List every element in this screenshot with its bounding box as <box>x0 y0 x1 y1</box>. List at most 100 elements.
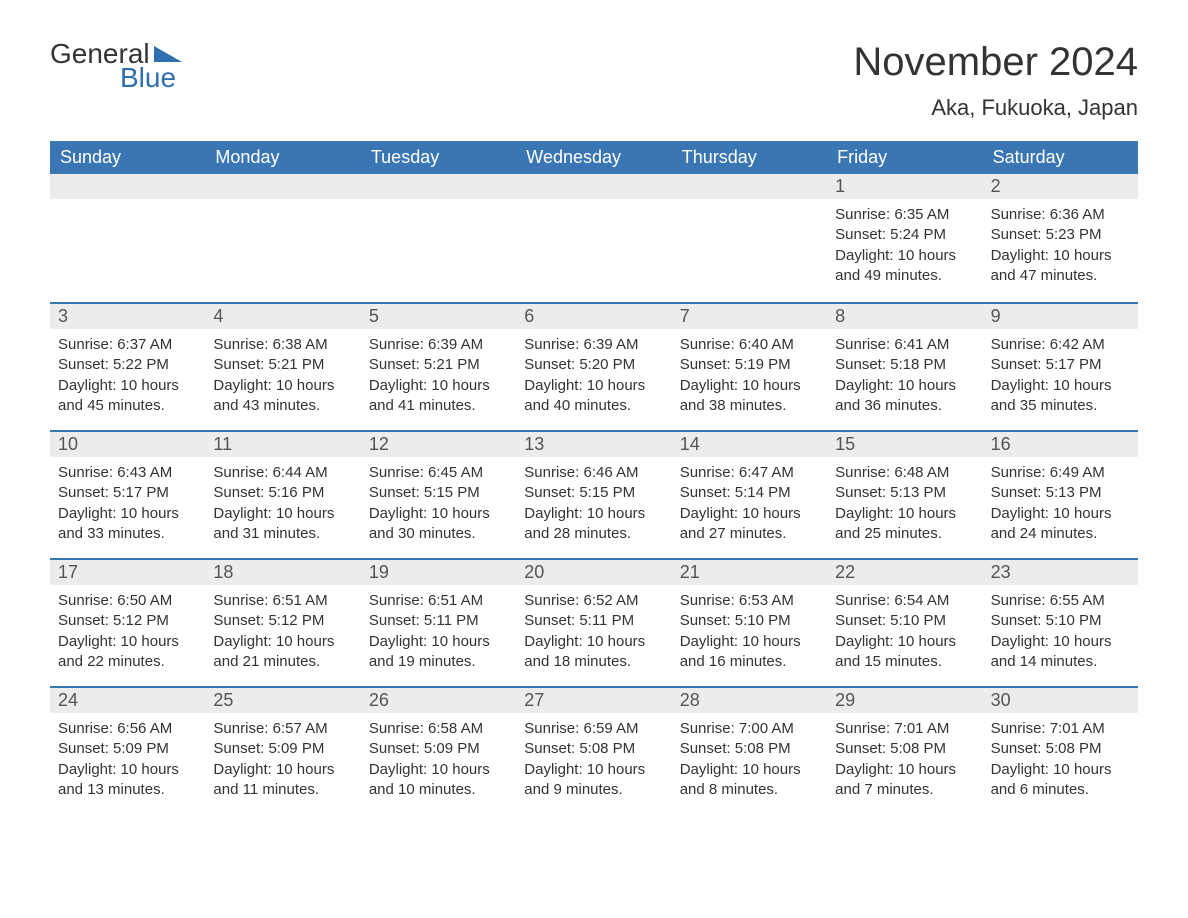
day-body: Sunrise: 6:39 AMSunset: 5:21 PMDaylight:… <box>361 329 516 426</box>
daylight-text: Daylight: 10 hours and 43 minutes. <box>213 376 352 417</box>
day-body: Sunrise: 7:01 AMSunset: 5:08 PMDaylight:… <box>827 713 982 810</box>
sunset-text: Sunset: 5:23 PM <box>991 225 1130 245</box>
week-row: 10Sunrise: 6:43 AMSunset: 5:17 PMDayligh… <box>50 430 1138 558</box>
day-cell <box>361 174 516 302</box>
sunset-text: Sunset: 5:08 PM <box>835 739 974 759</box>
sunrise-text: Sunrise: 6:48 AM <box>835 463 974 483</box>
daylight-text: Daylight: 10 hours and 35 minutes. <box>991 376 1130 417</box>
day-cell <box>50 174 205 302</box>
day-body: Sunrise: 6:54 AMSunset: 5:10 PMDaylight:… <box>827 585 982 682</box>
weekday-header: Saturday <box>983 141 1138 174</box>
day-number: 26 <box>361 688 516 713</box>
day-number <box>516 174 671 199</box>
daylight-text: Daylight: 10 hours and 47 minutes. <box>991 246 1130 287</box>
day-body: Sunrise: 6:43 AMSunset: 5:17 PMDaylight:… <box>50 457 205 554</box>
day-number: 5 <box>361 304 516 329</box>
sunrise-text: Sunrise: 6:37 AM <box>58 335 197 355</box>
day-body: Sunrise: 6:39 AMSunset: 5:20 PMDaylight:… <box>516 329 671 426</box>
day-cell <box>205 174 360 302</box>
sunset-text: Sunset: 5:18 PM <box>835 355 974 375</box>
day-cell: 10Sunrise: 6:43 AMSunset: 5:17 PMDayligh… <box>50 432 205 558</box>
day-body: Sunrise: 6:52 AMSunset: 5:11 PMDaylight:… <box>516 585 671 682</box>
sunset-text: Sunset: 5:22 PM <box>58 355 197 375</box>
daylight-text: Daylight: 10 hours and 25 minutes. <box>835 504 974 545</box>
day-number <box>672 174 827 199</box>
sunrise-text: Sunrise: 6:51 AM <box>213 591 352 611</box>
sunrise-text: Sunrise: 6:58 AM <box>369 719 508 739</box>
day-number: 15 <box>827 432 982 457</box>
day-number: 19 <box>361 560 516 585</box>
sunrise-text: Sunrise: 6:35 AM <box>835 205 974 225</box>
sunrise-text: Sunrise: 6:54 AM <box>835 591 974 611</box>
sunrise-text: Sunrise: 6:41 AM <box>835 335 974 355</box>
sunset-text: Sunset: 5:24 PM <box>835 225 974 245</box>
daylight-text: Daylight: 10 hours and 15 minutes. <box>835 632 974 673</box>
day-cell <box>672 174 827 302</box>
day-cell: 22Sunrise: 6:54 AMSunset: 5:10 PMDayligh… <box>827 560 982 686</box>
daylight-text: Daylight: 10 hours and 22 minutes. <box>58 632 197 673</box>
daylight-text: Daylight: 10 hours and 31 minutes. <box>213 504 352 545</box>
daylight-text: Daylight: 10 hours and 41 minutes. <box>369 376 508 417</box>
sunrise-text: Sunrise: 6:45 AM <box>369 463 508 483</box>
day-body: Sunrise: 6:40 AMSunset: 5:19 PMDaylight:… <box>672 329 827 426</box>
day-cell: 12Sunrise: 6:45 AMSunset: 5:15 PMDayligh… <box>361 432 516 558</box>
sunrise-text: Sunrise: 7:00 AM <box>680 719 819 739</box>
daylight-text: Daylight: 10 hours and 6 minutes. <box>991 760 1130 801</box>
sunrise-text: Sunrise: 6:44 AM <box>213 463 352 483</box>
day-number: 12 <box>361 432 516 457</box>
daylight-text: Daylight: 10 hours and 9 minutes. <box>524 760 663 801</box>
week-row: 24Sunrise: 6:56 AMSunset: 5:09 PMDayligh… <box>50 686 1138 814</box>
day-body: Sunrise: 6:53 AMSunset: 5:10 PMDaylight:… <box>672 585 827 682</box>
day-number: 27 <box>516 688 671 713</box>
sunset-text: Sunset: 5:21 PM <box>369 355 508 375</box>
day-cell: 27Sunrise: 6:59 AMSunset: 5:08 PMDayligh… <box>516 688 671 814</box>
daylight-text: Daylight: 10 hours and 36 minutes. <box>835 376 974 417</box>
sunrise-text: Sunrise: 6:53 AM <box>680 591 819 611</box>
day-body: Sunrise: 6:45 AMSunset: 5:15 PMDaylight:… <box>361 457 516 554</box>
sunset-text: Sunset: 5:08 PM <box>991 739 1130 759</box>
daylight-text: Daylight: 10 hours and 30 minutes. <box>369 504 508 545</box>
logo-triangle-icon <box>154 46 182 62</box>
daylight-text: Daylight: 10 hours and 18 minutes. <box>524 632 663 673</box>
day-body: Sunrise: 6:46 AMSunset: 5:15 PMDaylight:… <box>516 457 671 554</box>
sunset-text: Sunset: 5:15 PM <box>524 483 663 503</box>
sunrise-text: Sunrise: 6:36 AM <box>991 205 1130 225</box>
day-cell: 30Sunrise: 7:01 AMSunset: 5:08 PMDayligh… <box>983 688 1138 814</box>
sunrise-text: Sunrise: 6:59 AM <box>524 719 663 739</box>
daylight-text: Daylight: 10 hours and 14 minutes. <box>991 632 1130 673</box>
sunrise-text: Sunrise: 6:55 AM <box>991 591 1130 611</box>
day-number: 8 <box>827 304 982 329</box>
daylight-text: Daylight: 10 hours and 45 minutes. <box>58 376 197 417</box>
daylight-text: Daylight: 10 hours and 49 minutes. <box>835 246 974 287</box>
header: General Blue November 2024 Aka, Fukuoka,… <box>50 40 1138 121</box>
sunset-text: Sunset: 5:14 PM <box>680 483 819 503</box>
day-number: 6 <box>516 304 671 329</box>
sunset-text: Sunset: 5:10 PM <box>991 611 1130 631</box>
sunrise-text: Sunrise: 6:43 AM <box>58 463 197 483</box>
day-number: 25 <box>205 688 360 713</box>
day-body: Sunrise: 6:48 AMSunset: 5:13 PMDaylight:… <box>827 457 982 554</box>
daylight-text: Daylight: 10 hours and 21 minutes. <box>213 632 352 673</box>
day-cell: 23Sunrise: 6:55 AMSunset: 5:10 PMDayligh… <box>983 560 1138 686</box>
day-number: 16 <box>983 432 1138 457</box>
weekday-header: Tuesday <box>361 141 516 174</box>
sunrise-text: Sunrise: 6:52 AM <box>524 591 663 611</box>
sunset-text: Sunset: 5:15 PM <box>369 483 508 503</box>
day-cell: 28Sunrise: 7:00 AMSunset: 5:08 PMDayligh… <box>672 688 827 814</box>
sunset-text: Sunset: 5:08 PM <box>680 739 819 759</box>
day-body: Sunrise: 6:37 AMSunset: 5:22 PMDaylight:… <box>50 329 205 426</box>
week-row: 3Sunrise: 6:37 AMSunset: 5:22 PMDaylight… <box>50 302 1138 430</box>
day-number: 20 <box>516 560 671 585</box>
day-body: Sunrise: 6:51 AMSunset: 5:11 PMDaylight:… <box>361 585 516 682</box>
daylight-text: Daylight: 10 hours and 13 minutes. <box>58 760 197 801</box>
sunrise-text: Sunrise: 6:46 AM <box>524 463 663 483</box>
weeks-grid: 1Sunrise: 6:35 AMSunset: 5:24 PMDaylight… <box>50 174 1138 814</box>
day-cell: 18Sunrise: 6:51 AMSunset: 5:12 PMDayligh… <box>205 560 360 686</box>
day-number: 30 <box>983 688 1138 713</box>
day-body: Sunrise: 6:35 AMSunset: 5:24 PMDaylight:… <box>827 199 982 296</box>
day-body: Sunrise: 6:47 AMSunset: 5:14 PMDaylight:… <box>672 457 827 554</box>
day-number: 3 <box>50 304 205 329</box>
day-cell: 26Sunrise: 6:58 AMSunset: 5:09 PMDayligh… <box>361 688 516 814</box>
day-body: Sunrise: 7:00 AMSunset: 5:08 PMDaylight:… <box>672 713 827 810</box>
daylight-text: Daylight: 10 hours and 16 minutes. <box>680 632 819 673</box>
